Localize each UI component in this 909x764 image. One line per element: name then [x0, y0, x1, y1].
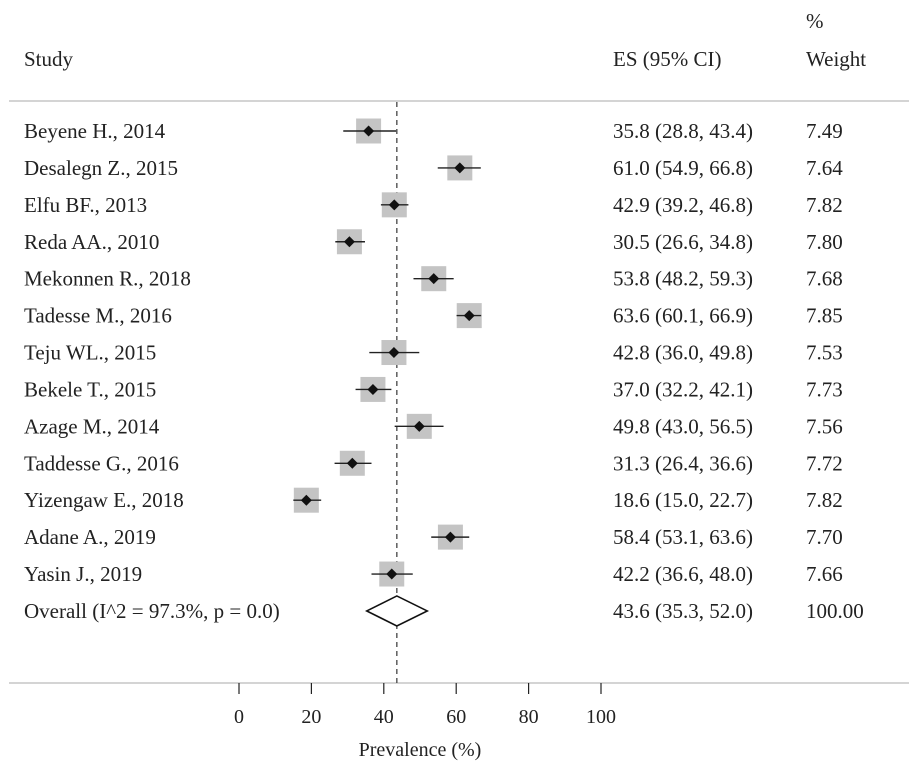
weight-text: 7.64 — [806, 156, 843, 180]
study-row: Tadesse M., 2016 63.6 (60.1, 66.9) 7.85 — [24, 303, 843, 329]
effect-size-text: 30.5 (26.6, 34.8) — [613, 230, 753, 254]
point-estimate-marker — [413, 420, 425, 432]
weight-text: 7.73 — [806, 377, 843, 401]
overall-weight-text: 100.00 — [806, 599, 864, 623]
study-label: Taddesse G., 2016 — [24, 451, 179, 475]
study-row: Reda AA., 2010 30.5 (26.6, 34.8) 7.80 — [24, 229, 843, 255]
overall-diamond — [364, 595, 430, 627]
weight-text: 7.82 — [806, 193, 843, 217]
point-estimate-marker — [343, 236, 355, 248]
x-tick-label: 20 — [301, 706, 321, 728]
overall-effect-size-text: 43.6 (35.3, 52.0) — [613, 599, 753, 623]
weight-text: 7.80 — [806, 230, 843, 254]
study-label: Bekele T., 2015 — [24, 377, 156, 401]
study-label: Mekonnen R., 2018 — [24, 267, 191, 291]
effect-size-text: 18.6 (15.0, 22.7) — [613, 488, 753, 512]
study-label: Desalegn Z., 2015 — [24, 156, 178, 180]
weight-text: 7.72 — [806, 451, 843, 475]
study-label: Yizengaw E., 2018 — [24, 488, 184, 512]
overall-row: Overall (I^2 = 97.3%, p = 0.0) 43.6 (35.3… — [24, 595, 864, 627]
point-estimate-marker — [454, 162, 466, 174]
point-estimate-marker — [300, 494, 312, 506]
x-tick-label: 100 — [586, 706, 616, 728]
header-weight: Weight — [806, 47, 866, 71]
study-label: Azage M., 2014 — [24, 414, 160, 438]
effect-size-text: 42.8 (36.0, 49.8) — [613, 341, 753, 365]
study-row: Yasin J., 2019 42.2 (36.6, 48.0) 7.66 — [24, 561, 843, 587]
x-tick-label: 40 — [374, 706, 394, 728]
point-estimate-marker — [346, 457, 358, 469]
header-study: Study — [24, 47, 74, 71]
weight-text: 7.49 — [806, 119, 843, 143]
effect-size-text: 63.6 (60.1, 66.9) — [613, 304, 753, 328]
weight-text: 7.53 — [806, 341, 843, 365]
study-row: Adane A., 2019 58.4 (53.1, 63.6) 7.70 — [24, 524, 843, 550]
study-row: Yizengaw E., 2018 18.6 (15.0, 22.7) 7.82 — [24, 487, 843, 513]
effect-size-text: 31.3 (26.4, 36.6) — [613, 451, 753, 475]
study-label: Beyene H., 2014 — [24, 119, 166, 143]
point-estimate-marker — [367, 383, 379, 395]
study-label: Elfu BF., 2013 — [24, 193, 147, 217]
point-estimate-marker — [463, 310, 475, 322]
point-estimate-marker — [388, 347, 400, 359]
study-label: Reda AA., 2010 — [24, 230, 159, 254]
study-label: Yasin J., 2019 — [24, 562, 142, 586]
point-estimate-marker — [444, 531, 456, 543]
weight-text: 7.66 — [806, 562, 843, 586]
study-label: Tadesse M., 2016 — [24, 304, 172, 328]
effect-size-text: 42.2 (36.6, 48.0) — [613, 562, 753, 586]
weight-text: 7.56 — [806, 414, 843, 438]
study-row: Desalegn Z., 2015 61.0 (54.9, 66.8) 7.64 — [24, 155, 843, 181]
study-label: Teju WL., 2015 — [24, 341, 156, 365]
x-axis: 0 20 40 60 80 100 — [234, 683, 616, 728]
effect-size-text: 58.4 (53.1, 63.6) — [613, 525, 753, 549]
point-estimate-marker — [428, 273, 440, 285]
x-axis-label: Prevalence (%) — [359, 739, 482, 761]
study-row: Elfu BF., 2013 42.9 (39.2, 46.8) 7.82 — [24, 192, 843, 218]
study-row: Bekele T., 2015 37.0 (32.2, 42.1) 7.73 — [24, 376, 843, 402]
weight-text: 7.70 — [806, 525, 843, 549]
weight-text: 7.68 — [806, 267, 843, 291]
header-es: ES (95% CI) — [613, 47, 722, 71]
effect-size-text: 42.9 (39.2, 46.8) — [613, 193, 753, 217]
x-tick-label: 80 — [519, 706, 539, 728]
study-row: Azage M., 2014 49.8 (43.0, 56.5) 7.56 — [24, 413, 843, 439]
x-tick-label: 0 — [234, 706, 244, 728]
study-rows: Beyene H., 2014 35.8 (28.8, 43.4) 7.49 Desa… — [24, 118, 843, 587]
study-row: Beyene H., 2014 35.8 (28.8, 43.4) 7.49 — [24, 118, 843, 144]
study-row: Mekonnen R., 2018 53.8 (48.2, 59.3) 7.68 — [24, 266, 843, 292]
point-estimate-marker — [388, 199, 400, 211]
effect-size-text: 61.0 (54.9, 66.8) — [613, 156, 753, 180]
x-tick-label: 60 — [446, 706, 466, 728]
effect-size-text: 37.0 (32.2, 42.1) — [613, 377, 753, 401]
point-estimate-marker — [363, 125, 375, 137]
point-estimate-marker — [386, 568, 398, 580]
weight-text: 7.85 — [806, 304, 843, 328]
effect-size-text: 53.8 (48.2, 59.3) — [613, 267, 753, 291]
effect-size-text: 49.8 (43.0, 56.5) — [613, 414, 753, 438]
effect-size-text: 35.8 (28.8, 43.4) — [613, 119, 753, 143]
header-weight-percent: % — [806, 9, 824, 33]
overall-label: Overall (I^2 = 97.3%, p = 0.0) — [24, 599, 280, 623]
study-label: Adane A., 2019 — [24, 525, 156, 549]
study-row: Taddesse G., 2016 31.3 (26.4, 36.6) 7.72 — [24, 450, 843, 476]
study-row: Teju WL., 2015 42.8 (36.0, 49.8) 7.53 — [24, 340, 843, 366]
weight-text: 7.82 — [806, 488, 843, 512]
